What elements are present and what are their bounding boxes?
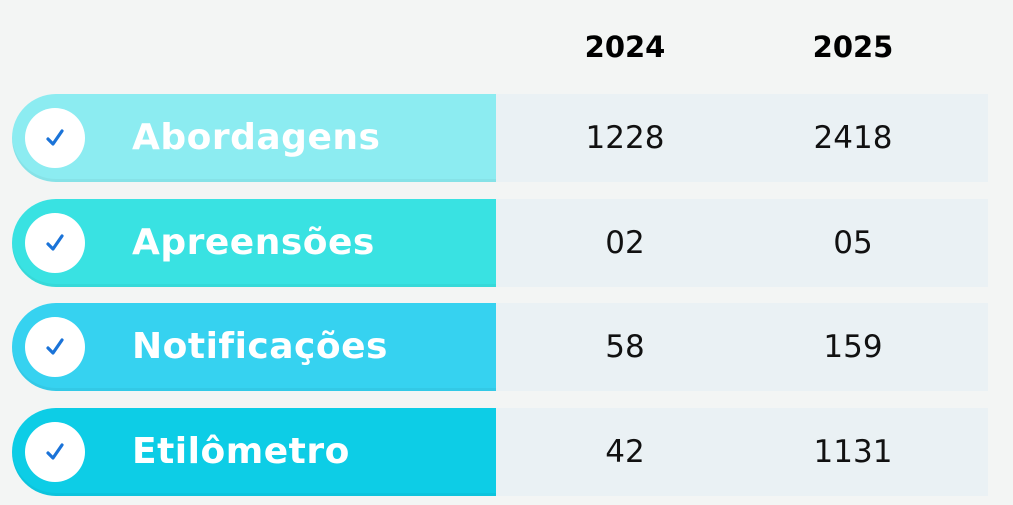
row-values: 58 159: [496, 303, 988, 391]
cell-value-2025: 2418: [813, 120, 893, 156]
table-row: Abordagens 1228 2418: [12, 94, 988, 182]
cell-value-2024: 02: [605, 225, 645, 261]
row-label-pill: [12, 408, 496, 496]
cell-value-2025: 05: [833, 225, 873, 261]
row-label-pill: [12, 94, 496, 182]
cell-value-2025: 1131: [813, 434, 893, 470]
cell-value-2024: 1228: [585, 120, 665, 156]
row-values: 1228 2418: [496, 94, 988, 182]
check-badge: [25, 422, 85, 482]
checkmark-icon: [46, 129, 64, 146]
cell-value-2024: 42: [605, 434, 645, 470]
row-label: Apreensões: [132, 222, 375, 263]
column-header-2025: 2025: [812, 30, 894, 64]
row-label-pill: [12, 199, 496, 287]
check-badge: [25, 108, 85, 168]
cell-value-2025: 159: [823, 329, 883, 365]
checkmark-icon: [46, 443, 64, 460]
column-header-2024: 2024: [584, 30, 666, 64]
table-row: Apreensões 02 05: [12, 199, 988, 287]
row-label: Abordagens: [132, 117, 381, 158]
table-row: Etilômetro 42 1131: [12, 408, 988, 496]
row-values: 42 1131: [496, 408, 988, 496]
table-row: Notificações 58 159: [12, 303, 988, 391]
cell-value-2024: 58: [605, 329, 645, 365]
check-badge: [25, 317, 85, 377]
row-label: Etilômetro: [132, 431, 350, 472]
checkmark-icon: [46, 234, 64, 251]
row-label-pill: [12, 303, 496, 391]
check-badge: [25, 213, 85, 273]
checkmark-icon: [46, 338, 64, 355]
row-values: 02 05: [496, 199, 988, 287]
row-label: Notificações: [132, 326, 388, 367]
